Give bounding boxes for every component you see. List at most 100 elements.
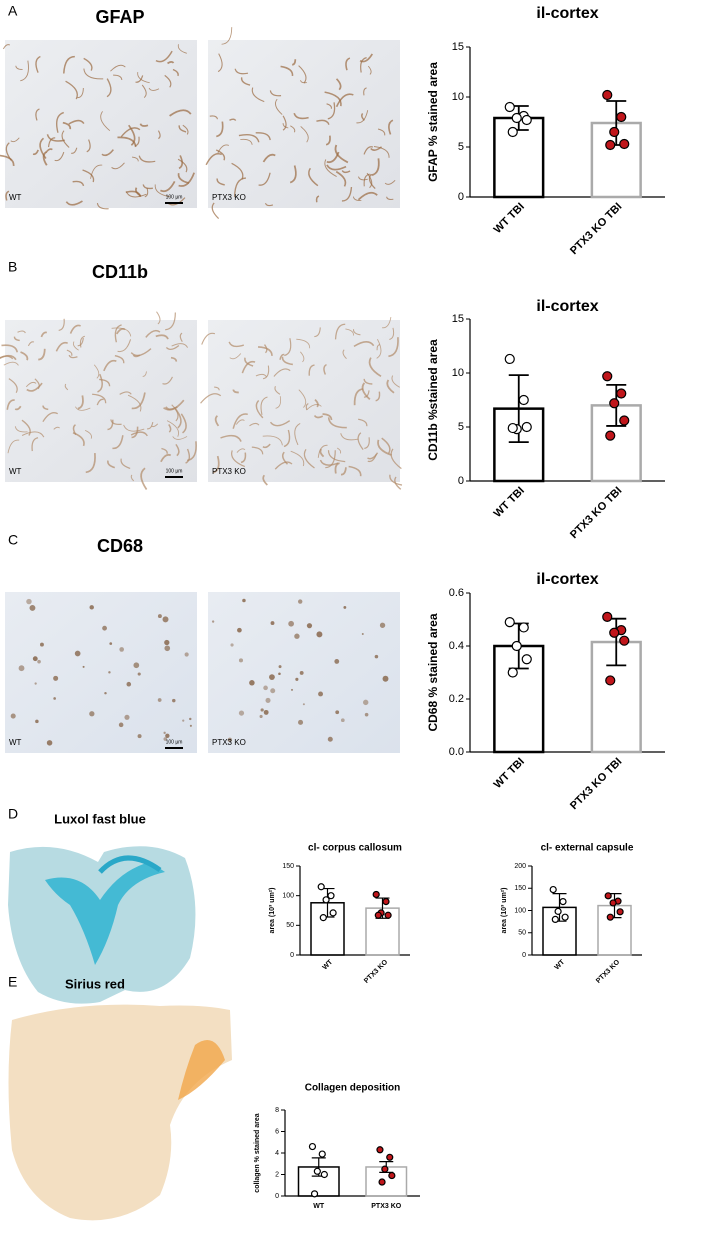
stain-fiber — [326, 164, 347, 171]
stain-fiber — [132, 354, 141, 358]
bar-chart: cl- corpus callosum area (10³ um²) 0 50 100 1… — [269, 843, 410, 985]
stain-fiber — [229, 353, 242, 360]
stain-fiber — [83, 57, 93, 71]
stain-dot — [230, 643, 234, 647]
stain-dot — [270, 688, 276, 694]
data-point — [561, 913, 569, 921]
stain-fiber — [363, 87, 367, 96]
stain-fiber — [263, 344, 268, 354]
stain-dot — [374, 654, 379, 659]
stain-fiber — [125, 191, 147, 198]
stain-fiber — [298, 389, 307, 408]
stain-fiber — [45, 148, 53, 154]
data-point — [329, 909, 337, 917]
stain-fiber — [353, 341, 375, 348]
data-point — [602, 89, 613, 101]
stain-fiber — [303, 448, 315, 469]
stain-dot — [306, 623, 313, 629]
stain-fiber — [66, 349, 73, 356]
y-tick-label: 5 — [458, 421, 464, 433]
data-point — [518, 622, 529, 633]
stain-fiber — [17, 330, 26, 334]
stain-fiber — [156, 311, 161, 325]
stain-fiber — [56, 111, 65, 133]
stain-fiber — [160, 453, 172, 463]
chart-title: il-cortex — [536, 5, 598, 22]
data-point — [386, 1153, 394, 1161]
stain-fiber — [236, 448, 246, 453]
stain-fiber — [334, 144, 349, 164]
stain-fiber — [367, 65, 372, 75]
stain-fiber — [345, 57, 351, 71]
stain-fiber — [53, 426, 60, 430]
data-point — [521, 654, 532, 665]
stain-fiber — [93, 364, 100, 379]
micrograph-bg — [5, 320, 197, 482]
stain-fiber — [390, 448, 402, 470]
stain-fiber — [335, 93, 354, 108]
stain-fiber — [160, 180, 176, 193]
stain-fiber — [180, 413, 187, 434]
stain-fiber — [334, 323, 346, 340]
stain-fiber — [298, 65, 307, 84]
stain-fiber — [175, 443, 180, 457]
stain-fiber — [262, 153, 276, 163]
stain-dot — [163, 731, 166, 735]
stain-fiber — [39, 137, 47, 159]
data-point — [504, 101, 515, 113]
stain-fiber — [106, 78, 112, 98]
stain-fiber — [281, 451, 289, 465]
x-tick-label: WT — [313, 1203, 325, 1210]
image-label: WT — [9, 193, 22, 202]
stain-fiber — [381, 437, 391, 454]
stain-dot — [53, 675, 59, 681]
scale-bar-label: 100 µm — [166, 739, 183, 745]
image-label: WT — [9, 738, 22, 747]
stain-fiber — [325, 135, 331, 146]
stain-dot — [32, 656, 38, 662]
stain-fiber — [131, 426, 139, 439]
stain-fiber — [145, 329, 161, 338]
stain-fiber — [229, 118, 237, 121]
stain-dot — [53, 697, 56, 700]
stain-fiber — [327, 102, 336, 120]
stain-fiber — [205, 153, 222, 166]
stain-fiber — [315, 195, 320, 203]
x-tick-label: PTX3 KO TBI — [568, 201, 624, 257]
y-tick-label: 0 — [458, 475, 464, 487]
stain-fiber — [155, 50, 173, 63]
stain-fiber — [342, 349, 347, 360]
data-point — [619, 138, 630, 150]
stain-fiber — [326, 103, 332, 109]
data-point — [609, 126, 620, 138]
y-axis-label: area (10³ um²) — [269, 888, 276, 934]
stain-fiber — [13, 336, 20, 342]
stain-fiber — [357, 176, 368, 181]
data-point — [518, 394, 529, 406]
stain-fiber — [316, 119, 330, 125]
stain-fiber — [314, 327, 321, 338]
scale-bar-label: 100 µm — [166, 194, 183, 200]
stain-fiber — [359, 53, 373, 63]
stain-fiber — [79, 335, 85, 348]
stain-fiber — [348, 465, 362, 477]
y-tick-label: 0.2 — [449, 693, 464, 705]
stain-fiber — [178, 125, 187, 133]
stain-fiber — [97, 373, 103, 393]
data-point — [619, 415, 630, 426]
stain-fiber — [64, 383, 69, 391]
stain-fiber — [14, 405, 22, 411]
stain-fiber — [6, 399, 15, 410]
stain-fiber — [284, 338, 292, 357]
stain-fiber — [214, 386, 220, 391]
stain-fiber — [388, 337, 399, 358]
x-tick-label: WT TBI — [492, 201, 527, 236]
stain-fiber — [178, 155, 184, 170]
stain-fiber — [386, 379, 395, 394]
stain-fiber — [86, 139, 91, 153]
stain-fiber — [391, 375, 400, 388]
stain-fiber — [352, 196, 362, 201]
x-tick-label: PTX3 KO TBI — [568, 485, 624, 541]
stain-fiber — [130, 474, 135, 482]
stain-fiber — [364, 437, 370, 450]
